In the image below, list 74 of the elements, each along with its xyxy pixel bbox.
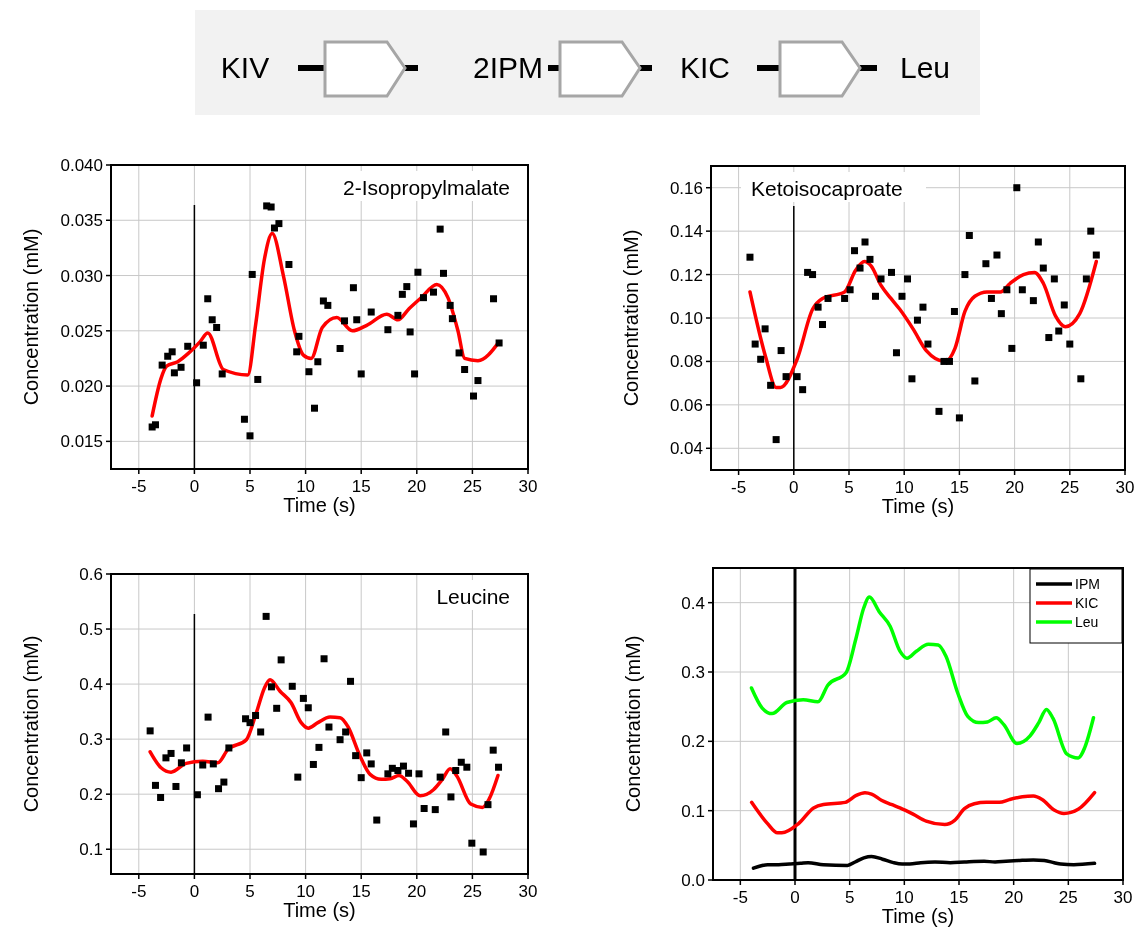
y-tick-label: 0.14 <box>669 222 703 242</box>
x-tick-label: 30 <box>518 882 538 901</box>
y-axis-title: Concentration (mM) <box>20 635 42 813</box>
y-tick-label: 0.4 <box>79 675 103 695</box>
text: 2-Isopropylmalate <box>343 176 510 199</box>
y-tick-label: 0.0 <box>681 871 705 890</box>
text: Leu <box>899 51 951 84</box>
x-tick-label: 0 <box>789 478 799 497</box>
y-tick-label: 0.3 <box>681 663 705 682</box>
x-tick-label: 30 <box>1115 478 1135 497</box>
x-tick-label: 5 <box>844 888 855 907</box>
x-tick-label: -5 <box>732 888 748 907</box>
x-tick-label: 25 <box>1058 888 1078 907</box>
y-tick-label: 0.3 <box>79 730 103 750</box>
x-tick-label: 0 <box>790 888 800 907</box>
text: KIC <box>679 51 731 84</box>
y-axis-title: Concentration (mM) <box>622 635 644 813</box>
x-tick-label: 20 <box>1004 888 1024 907</box>
x-tick-label: 20 <box>407 882 427 901</box>
y-tick-label: 0.1 <box>79 840 103 860</box>
legend-label: KIC <box>1075 595 1099 611</box>
y-tick-label: 0.2 <box>681 732 705 752</box>
y-tick-label: 0.030 <box>60 266 103 286</box>
x-tick-label: 10 <box>894 888 914 907</box>
x-tick-label: -5 <box>731 478 747 497</box>
x-tick-label: 5 <box>844 478 854 497</box>
x-tick-label: 30 <box>518 477 538 496</box>
y-tick-label: 0.12 <box>669 265 703 285</box>
x-axis-title: Time (s) <box>283 899 356 921</box>
y-tick-label: 0.10 <box>669 309 703 328</box>
x-tick-label: 25 <box>1060 478 1080 497</box>
y-tick-label: 0.5 <box>79 620 103 640</box>
x-tick-label: 15 <box>351 882 371 901</box>
y-tick-label: 0.025 <box>60 321 103 341</box>
x-tick-label: 15 <box>949 478 969 497</box>
y-tick-label: 0.035 <box>60 211 103 231</box>
x-tick-label: 30 <box>1113 888 1133 907</box>
x-tick-label: 15 <box>949 888 969 907</box>
text: KIV <box>220 51 270 84</box>
y-axis-title: Concentration (mM) <box>20 228 42 406</box>
x-tick-label: 10 <box>296 882 316 901</box>
legend-label: Leu <box>1075 614 1099 630</box>
y-tick-label: 0.015 <box>60 432 103 452</box>
y-tick-label: 0.4 <box>681 593 705 613</box>
x-tick-label: 10 <box>894 478 914 497</box>
y-tick-label: 0.2 <box>79 785 103 805</box>
x-tick-label: 25 <box>462 882 482 901</box>
y-axis-title: Concentration (mM) <box>620 229 642 407</box>
y-tick-label: 0.6 <box>79 565 103 584</box>
x-tick-label: 20 <box>407 477 427 496</box>
x-tick-label: 10 <box>296 477 316 496</box>
x-axis-title: Time (s) <box>283 494 356 516</box>
x-tick-label: 0 <box>189 477 200 496</box>
text: Leucine <box>436 585 510 608</box>
y-tick-label: 0.06 <box>669 395 703 415</box>
y-tick-label: 0.040 <box>60 156 103 175</box>
x-tick-label: 20 <box>1005 478 1025 497</box>
x-tick-label: 5 <box>245 882 255 901</box>
x-axis-title: Time (s) <box>881 495 955 517</box>
x-tick-label: 25 <box>462 477 482 496</box>
text: Ketoisocaproate <box>751 177 903 200</box>
x-tick-label: 15 <box>351 477 371 496</box>
y-tick-label: 0.16 <box>669 178 703 198</box>
x-tick-label: -5 <box>131 882 147 901</box>
legend-label: IPM <box>1075 576 1100 592</box>
x-tick-label: -5 <box>131 477 147 496</box>
y-tick-label: 0.1 <box>681 801 705 821</box>
y-tick-label: 0.020 <box>60 377 103 397</box>
x-tick-label: 5 <box>245 477 255 496</box>
x-axis-title: Time (s) <box>881 905 955 927</box>
y-tick-label: 0.08 <box>669 352 703 372</box>
y-tick-label: 0.04 <box>669 439 703 459</box>
text: 2IPM <box>472 51 544 84</box>
x-tick-label: 0 <box>189 882 200 901</box>
